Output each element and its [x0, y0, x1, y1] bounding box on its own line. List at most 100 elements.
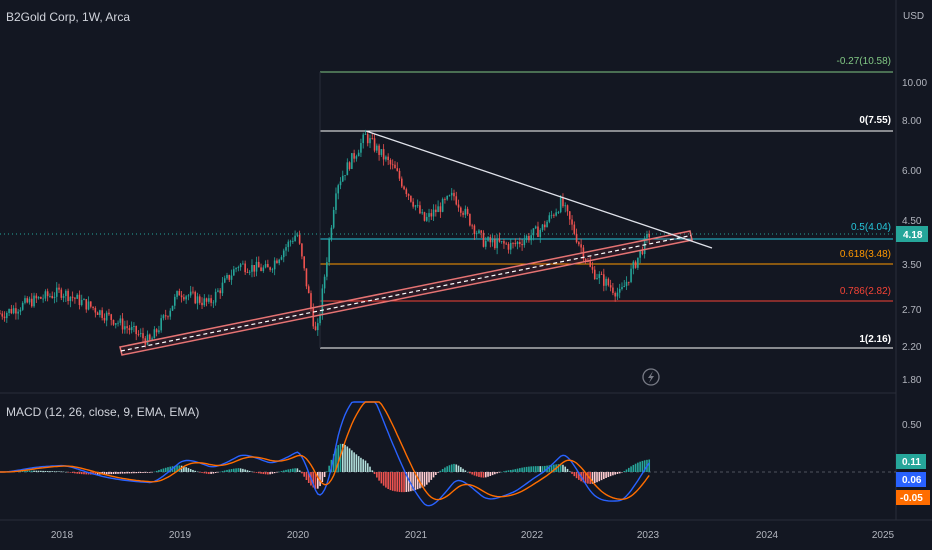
candle-body [280, 257, 283, 260]
candle-body [634, 261, 637, 268]
candle-body [33, 295, 35, 307]
macd-hist-bar [328, 465, 330, 472]
candle-body [65, 290, 67, 297]
macd-hist-bar [289, 468, 292, 472]
candle-body [158, 330, 160, 333]
macd-hist-bar [600, 472, 603, 481]
candle-body [564, 205, 567, 207]
macd-hist-bar [126, 472, 128, 474]
macd-hist-bar [94, 472, 97, 475]
macd-hist-bar [364, 460, 367, 472]
candle-body [366, 134, 369, 144]
signal-line[interactable] [0, 401, 650, 501]
descending-trendline[interactable] [365, 130, 713, 249]
candle-body [276, 260, 278, 264]
macd-hist-bar [21, 470, 24, 472]
macd-hist-bar [153, 471, 156, 473]
svg-text:0.06: 0.06 [902, 475, 922, 486]
macd-hist-bar [618, 472, 621, 474]
candle-body [310, 293, 312, 309]
candle-body [323, 276, 326, 289]
macd-hist-bar [167, 467, 169, 472]
macd-hist-bar [484, 472, 487, 478]
candle-body [167, 316, 169, 318]
candle-body [530, 235, 532, 241]
fibonacci-retracement[interactable]: -0.27(10.58) 0(7.55) 0.5(4.04) 0.618(3.4… [319, 56, 893, 349]
candle-body [137, 334, 140, 335]
candle-body [403, 186, 405, 190]
macd-hist-bar [228, 469, 231, 472]
candle-body [101, 310, 103, 318]
macd-hist-bar [641, 460, 644, 472]
candle-body [90, 301, 92, 307]
candle-body [362, 134, 364, 144]
macd-hist-bar [566, 468, 569, 472]
candle-body [469, 214, 471, 226]
macd-hist-bar [183, 466, 185, 472]
macd-hist-bar [603, 472, 605, 480]
macd-hist-bar [294, 468, 296, 472]
macd-hist-bar [648, 459, 651, 472]
ascending-channel[interactable] [119, 230, 693, 356]
candle-body [519, 241, 521, 245]
macd-hist-bar [344, 444, 346, 472]
macd-hist-bar [355, 454, 358, 472]
macd-hist-bar [534, 466, 537, 472]
macd-hist-bar [85, 472, 88, 475]
candle-body [85, 299, 88, 310]
macd-hist-bar [371, 470, 374, 472]
candle-body [146, 334, 149, 345]
candle-body [135, 325, 137, 335]
macd-hist-bar [317, 472, 319, 489]
macd-hist-bar [262, 472, 265, 475]
macd-hist-bar [158, 470, 160, 472]
macd-hist-bar [67, 472, 69, 473]
candlestick-series[interactable] [0, 129, 651, 348]
candle-body [173, 296, 176, 306]
candle-body [10, 308, 13, 314]
macd-hist-bar [214, 472, 217, 474]
candle-body [230, 275, 233, 280]
macd-hist-bar [428, 472, 430, 483]
macd-hist-bar [630, 466, 632, 472]
macd-hist-bar [391, 472, 394, 491]
lightning-icon[interactable] [642, 368, 660, 386]
time-label: 2024 [756, 530, 779, 541]
price-axis[interactable]: 10.00 8.00 6.00 4.50 3.50 2.70 2.20 1.80 [902, 78, 927, 386]
svg-text:4.18: 4.18 [903, 230, 923, 241]
candle-body [385, 156, 387, 160]
candle-body [287, 241, 290, 248]
macd-hist-bar [24, 470, 26, 472]
candle-body [605, 278, 607, 286]
candle-body [260, 267, 262, 272]
price-tick: 2.20 [902, 342, 922, 353]
macd-hist-bar [155, 470, 158, 472]
candle-body [523, 240, 526, 246]
macd-hist-bar [500, 471, 503, 473]
candle-body [607, 278, 610, 286]
time-label: 2023 [637, 530, 660, 541]
candle-body [15, 308, 17, 314]
candle-body [42, 298, 44, 300]
macd-line[interactable] [0, 401, 650, 507]
candle-body [162, 315, 165, 319]
macd-hist-bar [44, 470, 47, 472]
time-axis[interactable]: 2018 2019 2020 2021 2022 2023 2024 2025 [51, 530, 895, 541]
macd-hist-bar [278, 471, 281, 473]
macd-hist-bar [237, 468, 240, 472]
candle-body [639, 250, 641, 258]
macd-hist-bar [192, 469, 194, 472]
candle-body [219, 290, 221, 294]
candle-body [439, 206, 442, 212]
candle-body [546, 221, 548, 228]
candle-body [332, 209, 335, 228]
macd-hist-bar [339, 443, 342, 472]
macd-hist-bar [335, 448, 337, 472]
macd-hist-bar [196, 471, 199, 473]
candle-body [419, 205, 421, 214]
candle-body [632, 261, 635, 269]
candle-body [292, 241, 294, 242]
candle-body [321, 288, 324, 315]
macd-hist-bar [396, 472, 399, 492]
